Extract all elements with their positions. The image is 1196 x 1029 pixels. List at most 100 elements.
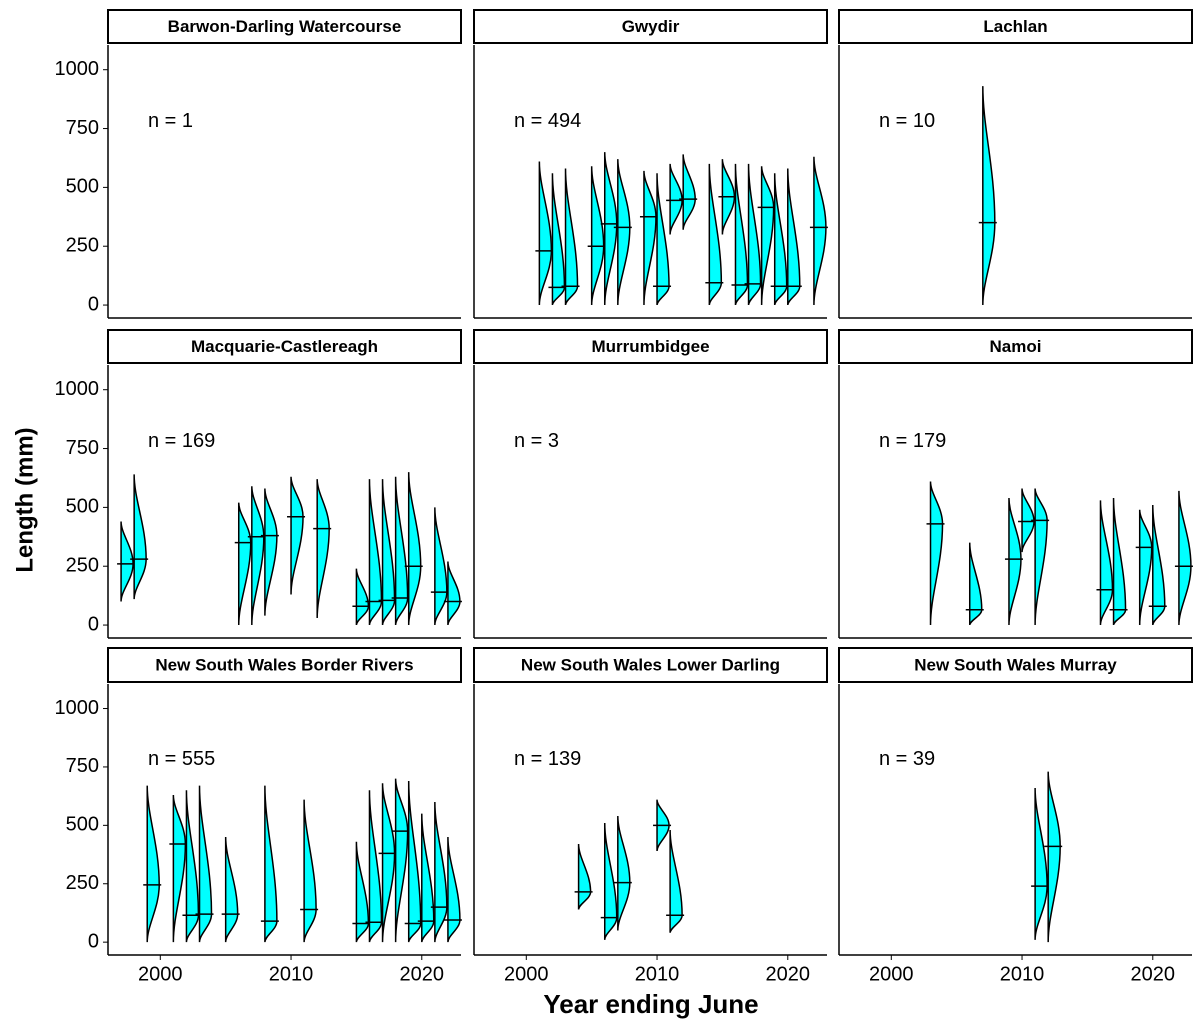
violin: [577, 844, 592, 910]
violin: [1138, 509, 1153, 626]
violin: [982, 86, 996, 306]
violin: [434, 801, 448, 943]
y-tick-label: 750: [66, 437, 99, 459]
panel-title: New South Wales Lower Darling: [521, 655, 780, 674]
violin: [355, 568, 370, 626]
violin: [617, 815, 631, 931]
strip: [473, 647, 828, 683]
violin: [407, 780, 422, 943]
violin: [447, 561, 461, 626]
violin: [1008, 497, 1022, 626]
violin: [929, 481, 944, 626]
strip: [473, 9, 828, 44]
violin: [264, 488, 278, 616]
violin: [1034, 787, 1048, 940]
violin: [264, 785, 278, 943]
violin: [133, 474, 147, 600]
y-axis-label: Length (mm): [11, 427, 38, 572]
x-tick-label: 2010: [269, 963, 314, 985]
annotation: n = 494: [514, 110, 581, 132]
y-tick-label: 750: [66, 755, 99, 777]
y-tick-label: 250: [66, 555, 99, 577]
strip: [838, 329, 1193, 364]
violin: [708, 163, 723, 306]
y-tick-label: 0: [88, 613, 99, 635]
violin: [760, 166, 775, 306]
violin: [1047, 771, 1061, 943]
violin: [381, 479, 396, 626]
violin: [237, 502, 252, 626]
violin: [551, 173, 566, 306]
violin: [1099, 500, 1114, 626]
panel-title: Gwydir: [622, 17, 680, 36]
x-tick-label: 2000: [138, 963, 183, 985]
violin: [421, 813, 435, 943]
y-tick-label: 750: [66, 117, 99, 139]
y-tick-label: 1000: [55, 697, 100, 719]
violin: [316, 479, 330, 618]
violin: [564, 168, 579, 306]
strip: [107, 329, 462, 364]
panel-title: Namoi: [990, 337, 1042, 356]
violin: [185, 790, 200, 943]
annotation: n = 10: [879, 110, 935, 132]
violin: [303, 799, 317, 943]
violin: [290, 476, 304, 595]
panel-title: New South Wales Murray: [914, 655, 1117, 674]
strip: [107, 647, 462, 683]
violin: [1152, 505, 1166, 626]
strip: [838, 647, 1193, 683]
violin: [394, 778, 409, 943]
violin: [669, 830, 683, 933]
violin: [1034, 488, 1048, 626]
violin: [968, 542, 983, 626]
strip: [107, 9, 462, 44]
x-tick-label: 2010: [635, 963, 680, 985]
annotation: n = 169: [148, 430, 215, 452]
panel-title: Macquarie-Castlereagh: [191, 337, 378, 356]
violin: [617, 159, 631, 306]
violin: [368, 790, 383, 943]
violin: [734, 163, 749, 306]
x-tick-label: 2000: [869, 963, 914, 985]
panel-title: New South Wales Border Rivers: [155, 655, 413, 674]
y-tick-label: 500: [66, 496, 99, 518]
x-tick-label: 2010: [1000, 963, 1045, 985]
violin: [434, 507, 448, 626]
violin: [603, 823, 618, 940]
annotation: n = 179: [879, 430, 946, 452]
violin: [172, 794, 187, 943]
violin: [146, 785, 160, 943]
violin: [643, 170, 657, 306]
violin: [773, 173, 788, 306]
y-tick-label: 500: [66, 176, 99, 198]
violin: [251, 486, 265, 626]
violin: [198, 785, 213, 943]
violin: [394, 476, 409, 626]
annotation: n = 3: [514, 430, 559, 452]
violin: [368, 479, 383, 626]
annotation: n = 39: [879, 748, 935, 770]
annotation: n = 1: [148, 110, 193, 132]
y-tick-label: 1000: [55, 58, 100, 80]
strip: [838, 9, 1193, 44]
panel-title: Lachlan: [983, 17, 1047, 36]
violin: [1178, 490, 1192, 626]
violin: [447, 837, 461, 943]
violin: [120, 521, 134, 602]
y-tick-label: 0: [88, 293, 99, 315]
panel-title: Barwon-Darling Watercourse: [168, 17, 402, 36]
violin: [1112, 497, 1127, 626]
x-tick-label: 2020: [1131, 963, 1176, 985]
violin: [407, 472, 422, 626]
violin: [603, 152, 618, 306]
x-tick-label: 2020: [400, 963, 445, 985]
violin: [813, 156, 827, 306]
annotation: n = 139: [514, 748, 581, 770]
violin: [538, 161, 553, 306]
y-tick-label: 250: [66, 872, 99, 894]
violin: [224, 837, 239, 943]
y-tick-label: 250: [66, 235, 99, 257]
x-axis-label: Year ending June: [543, 989, 758, 1019]
violin: [590, 166, 605, 306]
